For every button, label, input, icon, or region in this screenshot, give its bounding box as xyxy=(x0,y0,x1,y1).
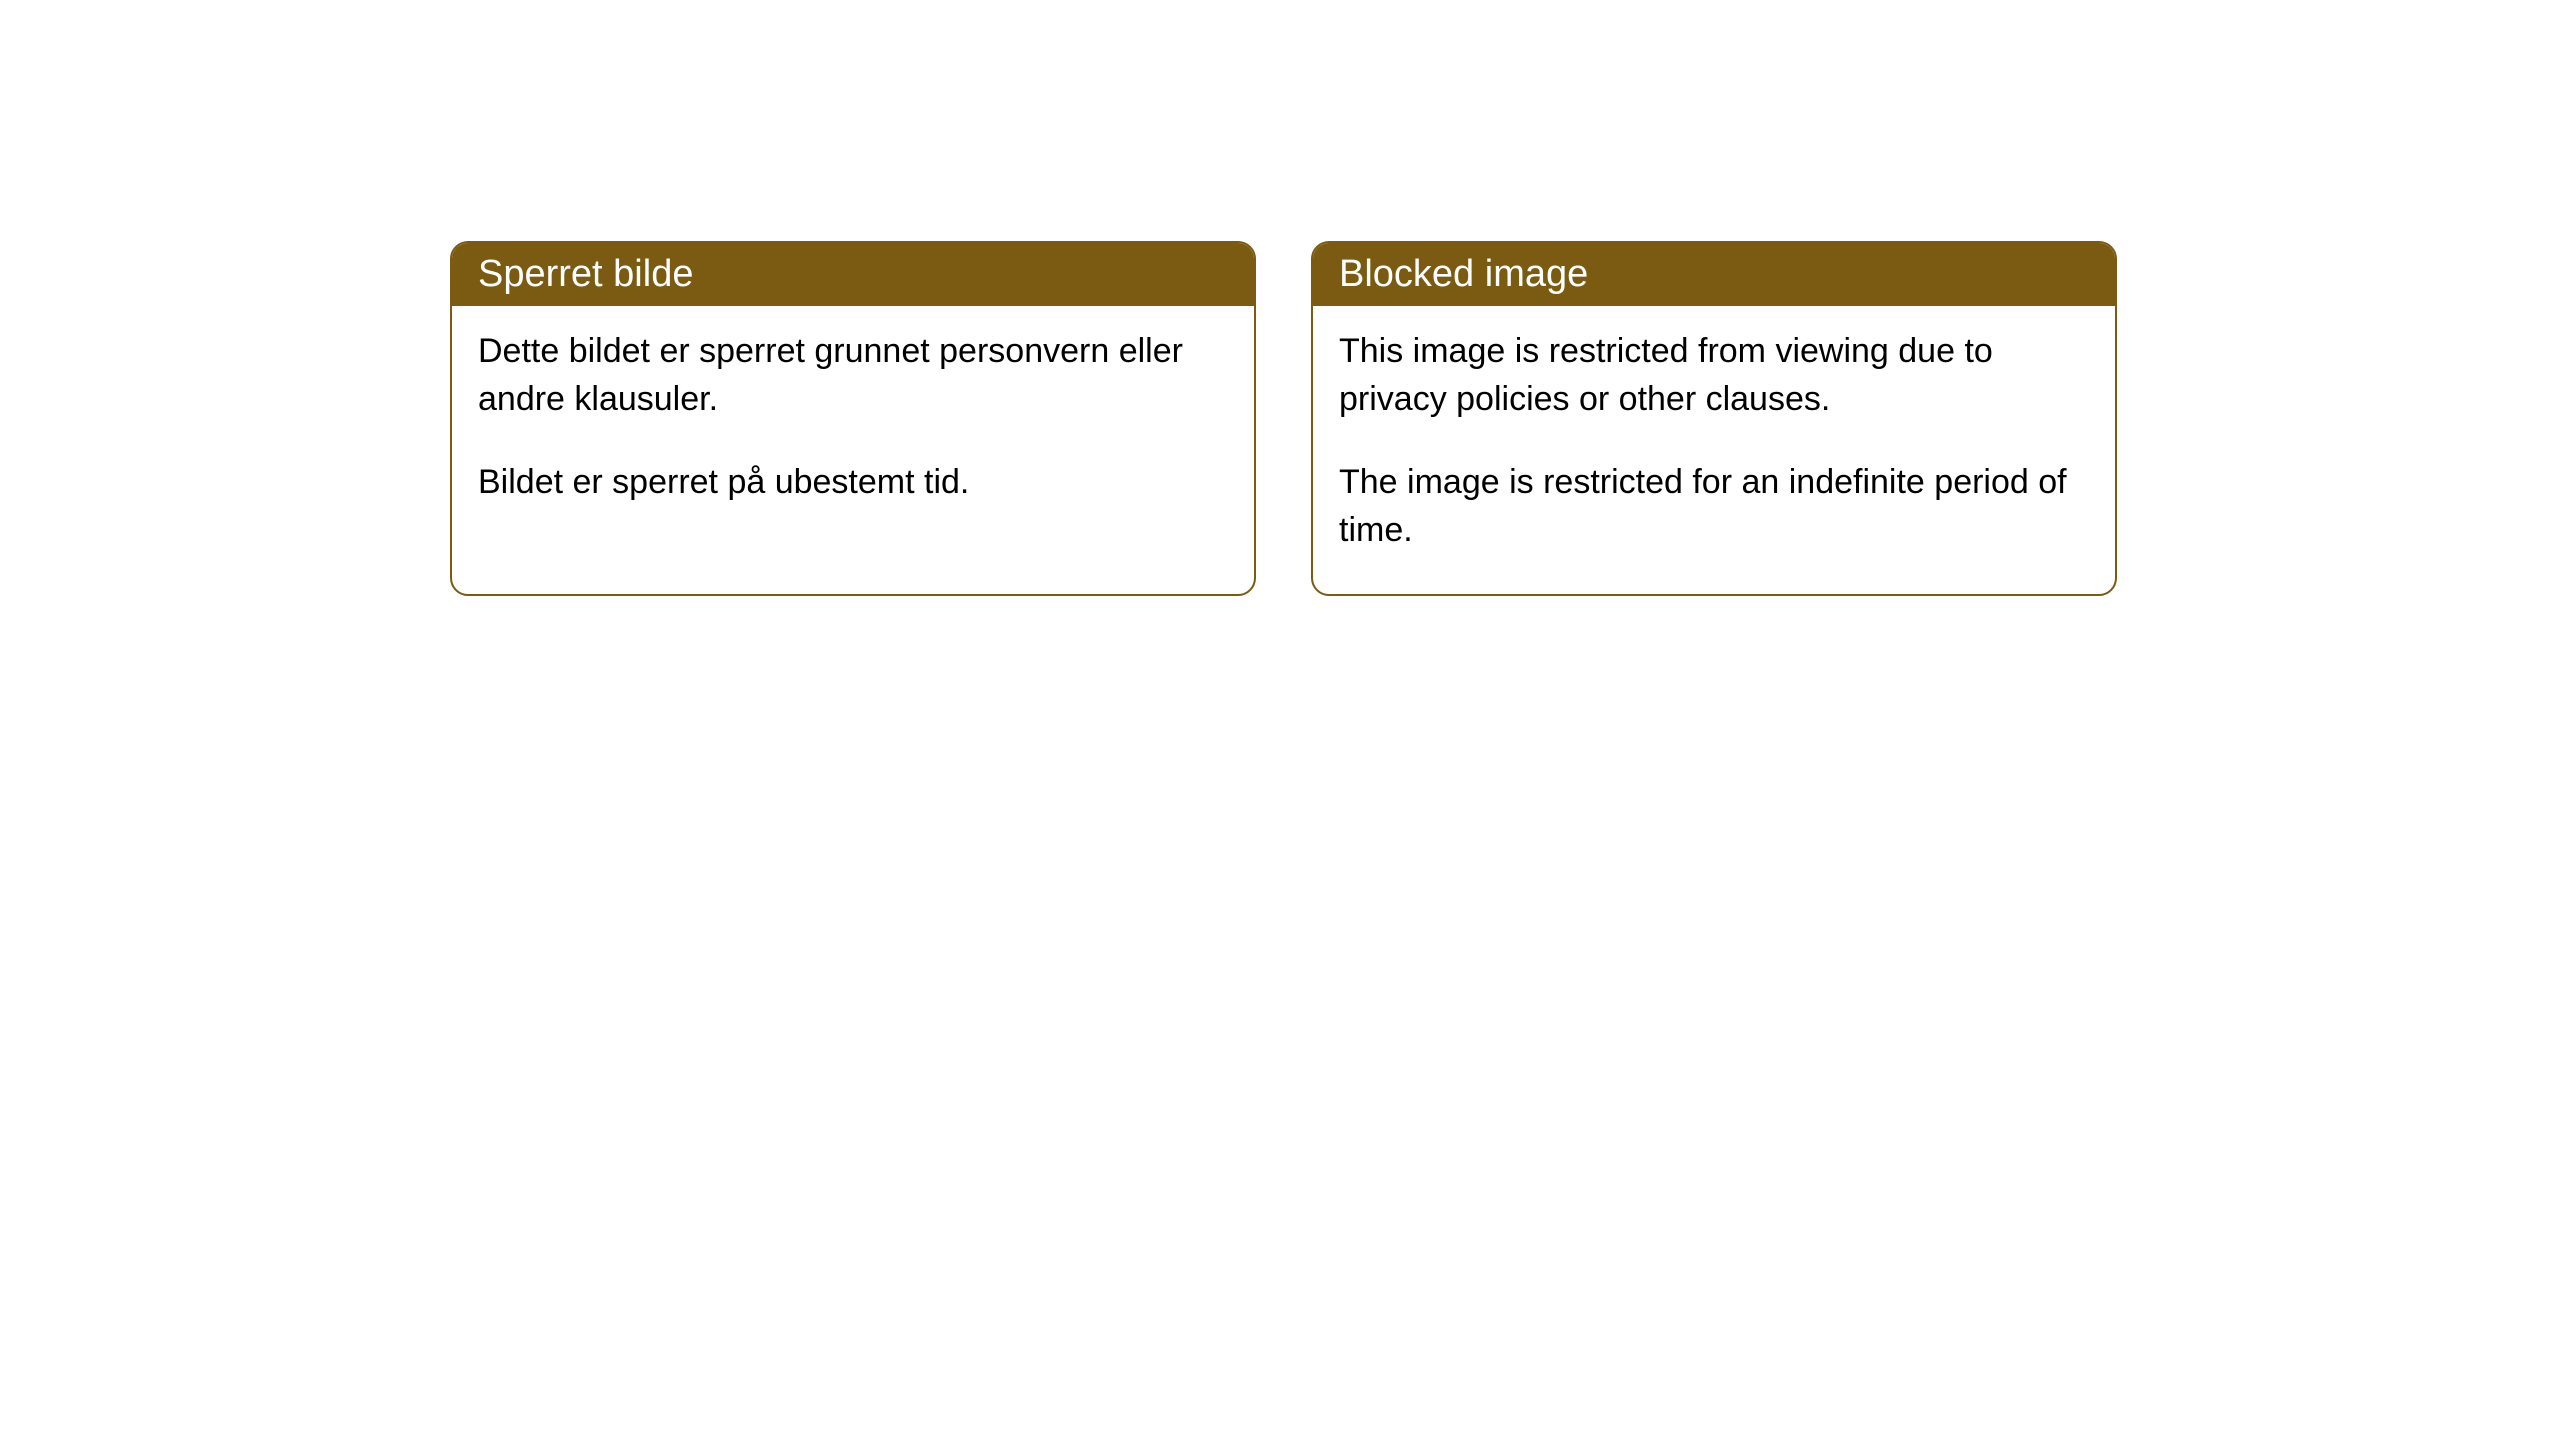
card-title: Sperret bilde xyxy=(478,253,693,295)
card-paragraph: Dette bildet er sperret grunnet personve… xyxy=(478,328,1228,423)
card-title: Blocked image xyxy=(1339,253,1588,295)
notice-card-english: Blocked image This image is restricted f… xyxy=(1311,241,2117,596)
card-body: This image is restricted from viewing du… xyxy=(1313,306,2115,594)
card-header: Blocked image xyxy=(1313,243,2115,306)
card-body: Dette bildet er sperret grunnet personve… xyxy=(452,306,1254,547)
card-paragraph: Bildet er sperret på ubestemt tid. xyxy=(478,459,1228,507)
card-paragraph: This image is restricted from viewing du… xyxy=(1339,328,2089,423)
card-header: Sperret bilde xyxy=(452,243,1254,306)
notice-cards-container: Sperret bilde Dette bildet er sperret gr… xyxy=(450,241,2117,596)
card-paragraph: The image is restricted for an indefinit… xyxy=(1339,459,2089,554)
notice-card-norwegian: Sperret bilde Dette bildet er sperret gr… xyxy=(450,241,1256,596)
